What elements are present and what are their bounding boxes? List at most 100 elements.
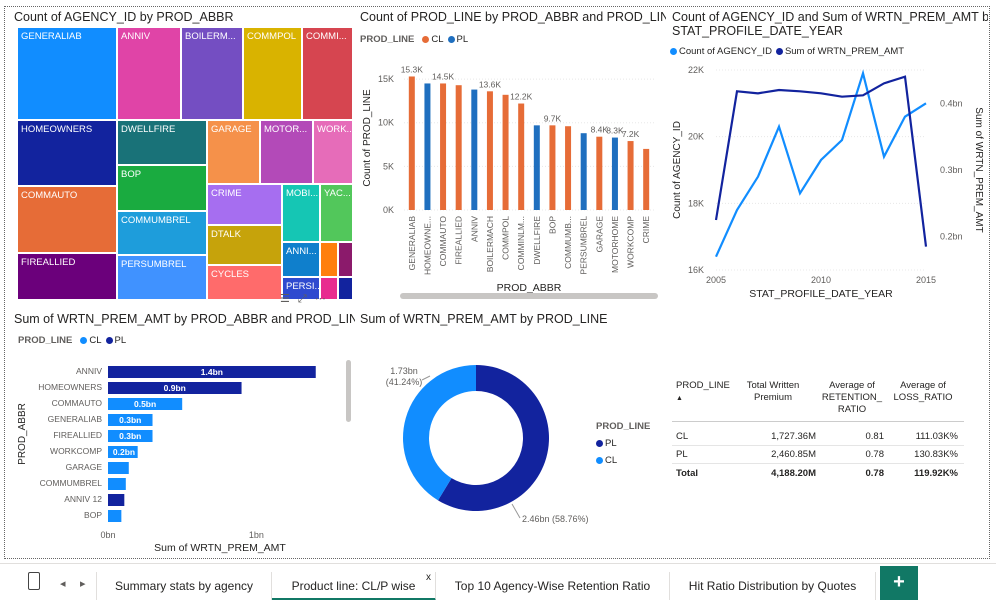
legend-title: PROD_LINE xyxy=(596,421,651,432)
close-tab-icon[interactable]: x xyxy=(426,572,431,583)
column-chart-plot[interactable]: 0K 5K 10K 15K GENERALIAB HOMEOWNE... COMMAUTO F… xyxy=(356,8,666,300)
bar-cl xyxy=(108,446,138,458)
bar-chart-legend: PROD_LINE CL PL xyxy=(18,335,126,346)
slice-label-cl-percent: (41.24%) xyxy=(386,377,423,387)
y-tick-label: FIREALLIED xyxy=(53,430,102,440)
summary-table[interactable]: PROD_LINE ▲ Total Written Premium Average … xyxy=(672,378,964,482)
filter-icon[interactable]: ☰ xyxy=(280,293,298,305)
header-total-written-premium[interactable]: Total Written Premium xyxy=(746,380,800,403)
focus-mode-icon[interactable]: ⤢ xyxy=(297,293,315,305)
x-tick-label: 2005 xyxy=(706,275,726,285)
treemap-cell[interactable]: MOTOR... xyxy=(260,120,313,184)
header-prod-line[interactable]: PROD_LINE ▲ xyxy=(676,380,730,402)
legend-item-pl: PL xyxy=(456,34,469,45)
x-axis-title: STAT_PROFILE_DATE_YEAR xyxy=(749,288,893,300)
horizontal-scrollbar[interactable] xyxy=(400,293,658,299)
treemap-cell[interactable]: COMMUMBREL xyxy=(117,211,207,255)
scroll-right-icon[interactable]: ▸ xyxy=(80,578,86,590)
line-chart-title-line2: STAT_PROFILE_DATE_YEAR xyxy=(672,24,843,38)
x-tick-label: BOILERMACH xyxy=(485,216,495,272)
treemap-cell[interactable]: CRIME xyxy=(207,184,282,225)
donut-chart-plot[interactable]: 2.46bn (58.76%) 1.73bn(41.24%) xyxy=(356,310,666,560)
treemap-area[interactable]: GENERALIAB ANNIV BOILERM... COMMPOL COMMI...… xyxy=(17,27,353,300)
donut-chart-visual[interactable]: Sum of WRTN_PREM_AMT by PROD_LINE 2.46bn… xyxy=(356,310,666,560)
treemap-cell[interactable]: HOMEOWNERS xyxy=(17,120,117,186)
y-tick-label-right: 0.2bn xyxy=(940,232,963,242)
y-tick-label: 5K xyxy=(383,161,394,171)
treemap-cell[interactable]: BOP xyxy=(117,165,207,211)
leader-line xyxy=(511,503,521,519)
x-tick-label: ANNIV xyxy=(469,216,479,242)
treemap-cell[interactable]: PERSI... xyxy=(282,277,320,300)
x-axis-title: Sum of WRTN_PREM_AMT xyxy=(154,542,286,554)
line-chart-visual[interactable]: Count of AGENCY_ID and Sum of WRTN_PREM_… xyxy=(668,8,988,308)
more-options-icon[interactable]: ⋯ xyxy=(314,293,334,305)
y-tick-label: WORKCOMP xyxy=(50,446,102,456)
bar-cl xyxy=(486,91,493,210)
treemap-visual[interactable]: Count of AGENCY_ID by PROD_ABBR GENERALI… xyxy=(10,8,355,308)
treemap-cell[interactable]: WORK... xyxy=(313,120,353,184)
treemap-cell[interactable]: DTALK xyxy=(207,225,282,265)
legend-item-cl: CL xyxy=(605,455,618,466)
treemap-cell[interactable]: COMMPOL xyxy=(243,27,302,120)
y-tick-label-right: 0.4bn xyxy=(940,98,963,108)
treemap-cell[interactable]: GENERALIAB xyxy=(17,27,117,120)
tab-product-line[interactable]: Product line: CL/P wise x xyxy=(272,572,436,600)
add-page-button[interactable]: + xyxy=(880,566,918,600)
y-tick-label: BOP xyxy=(84,510,102,520)
vertical-scrollbar[interactable] xyxy=(346,360,351,422)
leader-line xyxy=(421,375,431,381)
treemap-cell[interactable]: ANNI... xyxy=(282,242,320,277)
column-chart-visual[interactable]: Count of PROD_LINE by PROD_ABBR and PROD… xyxy=(356,8,666,308)
treemap-cell[interactable]: YAC... xyxy=(320,184,353,242)
scroll-left-icon[interactable]: ◂ xyxy=(60,578,66,590)
header-avg-retention-ratio[interactable]: Average of RETENTION_ RATIO xyxy=(821,380,883,415)
treemap-cell[interactable]: DWELLFIRE xyxy=(117,120,207,165)
table-row[interactable]: CL 1,727.36M 0.81 111.03K% xyxy=(672,428,964,446)
treemap-cell[interactable]: FIREALLIED xyxy=(17,253,117,300)
treemap-cell[interactable]: CYCLES xyxy=(207,265,282,300)
x-tick-label: 2015 xyxy=(916,275,936,285)
bar-cl xyxy=(627,141,634,210)
data-label: 9.7K xyxy=(544,113,562,123)
bar-cl xyxy=(440,83,447,210)
treemap-cell[interactable]: COMMI... xyxy=(302,27,353,120)
tab-summary-stats[interactable]: Summary stats by agency xyxy=(96,572,272,600)
treemap-cell[interactable] xyxy=(338,277,353,300)
table-row[interactable]: PL 2,460.85M 0.78 130.83K% xyxy=(672,446,964,464)
tab-hit-ratio[interactable]: Hit Ratio Distribution by Quotes xyxy=(670,572,876,600)
header-avg-loss-ratio[interactable]: Average of LOSS_RATIO xyxy=(893,380,953,403)
mobile-layout-icon[interactable] xyxy=(28,572,40,590)
data-label: 1.4bn xyxy=(201,367,223,377)
bar-chart-plot[interactable]: ANNIV 1.4bn HOMEOWNERS 0.9bn COMMAUTO 0.5bn GE… xyxy=(10,310,355,560)
tab-top10-retention[interactable]: Top 10 Agency-Wise Retention Ratio xyxy=(436,572,670,600)
x-tick-label: BOP xyxy=(547,216,557,234)
y-tick-label-left: 18K xyxy=(688,198,704,208)
y-tick-label-left: 16K xyxy=(688,265,704,275)
treemap-cell[interactable]: GARAGE xyxy=(207,120,260,184)
visual-toolbar[interactable]: ☰⤢⋯ xyxy=(280,292,334,306)
bar-pl xyxy=(611,137,618,210)
bar-pl xyxy=(108,494,125,506)
slice-cl[interactable] xyxy=(403,365,476,501)
x-tick-label: PERSUMBREL xyxy=(579,216,589,275)
bar-cl xyxy=(408,76,415,211)
treemap-cell[interactable]: PERSUMBREL xyxy=(117,255,207,300)
data-label: 0.5bn xyxy=(134,399,156,409)
x-tick-label: DWELLFIRE xyxy=(532,216,542,265)
bar-cl xyxy=(108,414,153,426)
donut-legend: PROD_LINE PL CL xyxy=(596,418,654,469)
treemap-cell[interactable]: COMMAUTO xyxy=(17,186,117,253)
treemap-cell[interactable]: BOILERM... xyxy=(181,27,243,120)
treemap-cell[interactable] xyxy=(338,242,353,277)
line-chart-plot[interactable]: 16K 18K 20K 22K 0.2bn 0.3bn 0.4bn 2005 2010 2015 C… xyxy=(668,8,988,300)
treemap-cell[interactable] xyxy=(320,277,338,300)
y-tick-label: GARAGE xyxy=(66,462,103,472)
data-label: 0.2bn xyxy=(113,447,135,457)
bar-chart-visual[interactable]: Sum of WRTN_PREM_AMT by PROD_ABBR and PR… xyxy=(10,310,355,560)
treemap-cell[interactable]: ANNIV xyxy=(117,27,181,120)
slice-pl[interactable] xyxy=(438,365,549,511)
treemap-cell[interactable] xyxy=(320,242,338,277)
table-total-row: Total 4,188.20M 0.78 119.92K% xyxy=(676,467,958,479)
treemap-cell[interactable]: MOBI... xyxy=(282,184,320,242)
